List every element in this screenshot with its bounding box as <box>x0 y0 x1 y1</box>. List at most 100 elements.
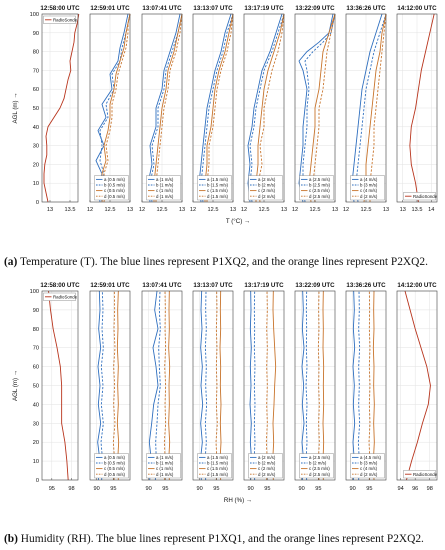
legend-entry: a (2.5 m/s) <box>309 455 331 460</box>
y-tick-label: 90 <box>33 31 39 37</box>
legend: a (1 m/s)b (1 m/s)c (1 m/s)d (1 m/s) <box>146 453 181 479</box>
x-tick-label: 14 <box>428 207 434 213</box>
legend-entry: b (1 m/s) <box>156 461 174 466</box>
series-line <box>198 13 232 203</box>
legend: RadioSonde <box>43 292 78 301</box>
y-tick-label: 60 <box>33 87 39 93</box>
legend-entry: c (1.5 m/s) <box>207 188 228 193</box>
x-tick-label: 13 <box>127 207 133 213</box>
legend-entry: d (2.5 m/s) <box>309 194 331 199</box>
legend: RadioSonde <box>43 15 78 24</box>
legend-entry: a (2 m/s) <box>258 455 276 460</box>
x-tick-label: 12 <box>343 207 349 213</box>
x-tick-label: 94 <box>398 486 404 492</box>
legend-entry: RadioSonde <box>413 472 438 477</box>
series-line <box>253 290 256 481</box>
series-line <box>97 290 102 481</box>
legend-entry: b (1.5 m/s) <box>207 461 229 466</box>
legend-entry: b (3 m/s) <box>360 183 378 188</box>
y-axis-label: AGL (m) → <box>12 370 19 401</box>
series-line <box>351 13 383 203</box>
y-tick-label: 50 <box>33 384 39 390</box>
x-tick-label: 13.5 <box>65 207 76 213</box>
x-tick-label: 98 <box>427 486 433 492</box>
x-tick-label: 90 <box>197 486 203 492</box>
y-tick-label: 70 <box>33 68 39 74</box>
x-tick-label: 95 <box>162 486 168 492</box>
panel-frame <box>396 290 438 481</box>
x-tick-label: 98 <box>68 486 74 492</box>
legend-entry: d (1.5 m/s) <box>207 472 229 477</box>
series-line <box>219 290 222 481</box>
x-tick-label: 95 <box>264 486 270 492</box>
x-tick-label: 12.5 <box>157 207 168 213</box>
x-tick-label: 12 <box>241 207 247 213</box>
series-line <box>322 290 325 481</box>
series-line <box>101 13 131 203</box>
series-line <box>355 13 387 203</box>
series-line <box>215 290 218 481</box>
legend-entry: a (0.5 m/s) <box>104 177 126 182</box>
series-line <box>148 290 159 481</box>
panel-frame <box>192 290 234 481</box>
series-line <box>301 290 305 481</box>
x-tick-label: 13 <box>179 207 185 213</box>
series-line <box>112 290 116 481</box>
series-line <box>199 290 204 481</box>
legend-box <box>43 292 76 301</box>
x-tick-label: 90 <box>350 486 356 492</box>
x-tick-label: 95 <box>315 486 321 492</box>
x-tick-label: 90 <box>146 486 152 492</box>
legend-entry: a (1 m/s) <box>156 455 174 460</box>
legend-entry: c (2 m/s) <box>258 188 276 193</box>
legend-entry: a (0.5 m/s) <box>104 455 126 460</box>
legend-entry: b (1.5 m/s) <box>207 183 229 188</box>
x-tick-label: 13 <box>281 207 287 213</box>
x-axis-label: T (°C) → <box>226 218 250 225</box>
series-line <box>204 13 234 202</box>
series-line <box>257 13 285 203</box>
y-tick-label: 10 <box>33 459 39 465</box>
legend-entry: d (2 m/s) <box>258 472 276 477</box>
caption-temperature-text: Temperature (T). The blue lines represen… <box>19 256 428 268</box>
series-line <box>200 13 234 203</box>
x-tick-label: 13 <box>332 207 338 213</box>
x-tick-label: 13.5 <box>412 207 423 213</box>
panel: 12:59:01 UTC 90 95 a (0.5 m/s)b (0.5 m/s)c … <box>89 282 131 492</box>
panel: 12:59:01 UTC 12 12.5 13 a (0.5 m/s)b (0.5 m/… <box>87 5 133 213</box>
legend-entry: d (2.5 m/s) <box>309 472 331 477</box>
panel-frame <box>294 290 336 481</box>
legend-entry: c (2 m/s) <box>258 466 276 471</box>
x-tick-label: 96 <box>412 486 418 492</box>
legend: a (0.5 m/s)b (0.5 m/s)c (0.5 m/s)d (0.5 … <box>94 453 129 479</box>
y-tick-label: 80 <box>33 327 39 333</box>
x-tick-label: 95 <box>110 486 116 492</box>
panel-title: 14:12:00 UTC <box>397 282 437 289</box>
series-line <box>368 290 371 481</box>
series-line <box>154 290 161 481</box>
series-line <box>116 290 120 481</box>
legend-entry: c (4 m/s) <box>360 466 378 471</box>
panel-title: 13:13:07 UTC <box>193 282 233 289</box>
legend-box <box>403 470 436 479</box>
caption-humidity-text: Humidity (RH). The blue lines represent … <box>20 533 424 545</box>
legend-entry: d (1 m/s) <box>156 194 174 199</box>
panel: 13:17:19 UTC 12 12.5 13 a (2 m/s)b (2 m/s)c … <box>241 5 287 213</box>
x-tick-label: 90 <box>248 486 254 492</box>
caption-temperature-label: (a) <box>4 256 18 268</box>
panel: 13:22:09 UTC 90 95 a (2.5 m/s)b (2 m/s)c (2… <box>294 282 336 492</box>
series-line <box>272 290 277 481</box>
legend: a (2.5 m/s)b (2.5 m/s)c (2.5 m/s)d (2.5 … <box>299 175 334 201</box>
series-line <box>206 13 234 202</box>
y-tick-label: 30 <box>33 421 39 427</box>
series-line <box>369 13 387 202</box>
legend-entry: b (2 m/s) <box>258 461 276 466</box>
x-tick-label: 12 <box>292 207 298 213</box>
x-tick-label: 13 <box>230 207 236 213</box>
y-tick-label: 20 <box>33 440 39 446</box>
legend-entry: b (2.5 m/s) <box>309 183 331 188</box>
y-tick-label: 90 <box>33 308 39 314</box>
panel-frame <box>243 290 285 481</box>
legend: a (4 m/s)b (3 m/s)c (4 m/s)d (2 m/s) <box>350 175 385 201</box>
legend-entry: c (0.5 m/s) <box>104 188 125 193</box>
